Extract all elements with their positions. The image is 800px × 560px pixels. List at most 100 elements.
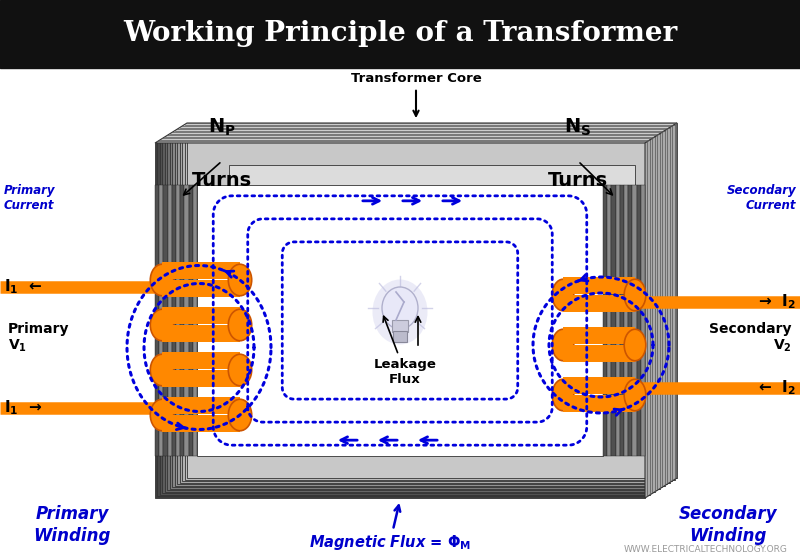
- Ellipse shape: [228, 264, 252, 296]
- Polygon shape: [174, 130, 665, 486]
- Text: →  $\mathbf{I_2}$: → $\mathbf{I_2}$: [758, 293, 796, 311]
- Bar: [607, 185, 611, 456]
- Ellipse shape: [228, 399, 252, 431]
- Bar: [0, 0, 800, 68]
- Bar: [180, 185, 185, 456]
- Bar: [162, 262, 240, 278]
- Text: Secondary
Winding: Secondary Winding: [678, 505, 778, 545]
- Polygon shape: [172, 132, 662, 487]
- Text: $\mathbf{I_1}$  →: $\mathbf{I_1}$ →: [4, 399, 42, 417]
- Text: $\mathbf{N_S}$: $\mathbf{N_S}$: [564, 116, 592, 138]
- Ellipse shape: [150, 309, 174, 340]
- Polygon shape: [222, 170, 628, 441]
- Ellipse shape: [552, 379, 574, 410]
- Text: ←  $\mathbf{I_2}$: ← $\mathbf{I_2}$: [758, 379, 796, 398]
- Polygon shape: [202, 182, 608, 453]
- Ellipse shape: [150, 399, 174, 431]
- Polygon shape: [210, 178, 615, 449]
- Text: Primary
Current: Primary Current: [4, 184, 55, 212]
- Text: Leakage
Flux: Leakage Flux: [374, 316, 437, 386]
- Polygon shape: [177, 129, 667, 484]
- Polygon shape: [170, 134, 660, 489]
- Text: Transformer Core: Transformer Core: [350, 72, 482, 116]
- Text: $\mathbf{N_P}$: $\mathbf{N_P}$: [208, 116, 236, 138]
- Polygon shape: [219, 171, 625, 442]
- Bar: [162, 307, 240, 324]
- Polygon shape: [207, 179, 613, 450]
- Bar: [163, 185, 168, 456]
- Polygon shape: [160, 140, 650, 495]
- Polygon shape: [217, 172, 622, 444]
- Text: Primary
Winding: Primary Winding: [34, 505, 110, 545]
- Ellipse shape: [624, 329, 646, 361]
- Bar: [603, 185, 607, 456]
- Bar: [563, 277, 635, 293]
- Bar: [563, 377, 635, 394]
- Bar: [162, 397, 240, 413]
- Bar: [162, 325, 240, 342]
- Polygon shape: [185, 124, 674, 479]
- Bar: [197, 185, 603, 456]
- Bar: [620, 185, 624, 456]
- Bar: [185, 185, 189, 456]
- Text: Magnetic Flux = $\mathbf{\Phi_M}$: Magnetic Flux = $\mathbf{\Phi_M}$: [309, 506, 471, 552]
- Bar: [611, 185, 615, 456]
- Text: Secondary
Current: Secondary Current: [726, 184, 796, 212]
- Bar: [563, 345, 635, 362]
- Bar: [563, 295, 635, 311]
- Bar: [616, 185, 620, 456]
- Polygon shape: [212, 176, 618, 447]
- Bar: [632, 185, 637, 456]
- Ellipse shape: [624, 379, 646, 410]
- Bar: [393, 331, 407, 342]
- Ellipse shape: [150, 354, 174, 386]
- Polygon shape: [162, 138, 652, 493]
- Bar: [193, 185, 197, 456]
- Bar: [162, 280, 240, 296]
- Polygon shape: [165, 137, 655, 492]
- Ellipse shape: [624, 279, 646, 311]
- Polygon shape: [645, 123, 677, 498]
- Text: Working Principle of a Transformer: Working Principle of a Transformer: [123, 20, 677, 46]
- Polygon shape: [155, 143, 645, 498]
- Polygon shape: [187, 123, 677, 478]
- Bar: [189, 185, 193, 456]
- Bar: [162, 352, 240, 368]
- Text: $\mathbf{I_1}$  ←: $\mathbf{I_1}$ ←: [4, 278, 42, 296]
- Polygon shape: [167, 136, 658, 491]
- Polygon shape: [155, 123, 677, 143]
- Polygon shape: [229, 165, 635, 436]
- Bar: [162, 370, 240, 386]
- Bar: [155, 185, 159, 456]
- Polygon shape: [180, 128, 670, 483]
- Ellipse shape: [382, 287, 418, 329]
- Bar: [168, 185, 172, 456]
- Bar: [162, 415, 240, 432]
- Ellipse shape: [552, 279, 574, 311]
- Text: Primary
$\mathbf{V_1}$: Primary $\mathbf{V_1}$: [8, 321, 70, 354]
- Bar: [628, 185, 632, 456]
- Polygon shape: [226, 166, 633, 437]
- Polygon shape: [204, 180, 610, 451]
- Polygon shape: [158, 142, 647, 497]
- Polygon shape: [224, 168, 630, 439]
- Text: Secondary
$\mathbf{V_2}$: Secondary $\mathbf{V_2}$: [710, 321, 792, 354]
- Bar: [159, 185, 163, 456]
- Bar: [176, 185, 180, 456]
- Bar: [172, 185, 176, 456]
- Bar: [563, 395, 635, 412]
- Text: WWW.ELECTRICALTECHNOLOGY.ORG: WWW.ELECTRICALTECHNOLOGY.ORG: [624, 545, 788, 554]
- Bar: [641, 185, 645, 456]
- Ellipse shape: [150, 264, 174, 296]
- Ellipse shape: [228, 309, 252, 340]
- Text: Turns: Turns: [548, 171, 608, 190]
- Polygon shape: [214, 174, 620, 445]
- Bar: [624, 185, 628, 456]
- Text: Turns: Turns: [192, 171, 252, 190]
- Ellipse shape: [373, 279, 427, 344]
- Bar: [637, 185, 641, 456]
- Ellipse shape: [228, 354, 252, 386]
- Bar: [392, 320, 408, 332]
- Bar: [563, 327, 635, 343]
- Ellipse shape: [552, 329, 574, 361]
